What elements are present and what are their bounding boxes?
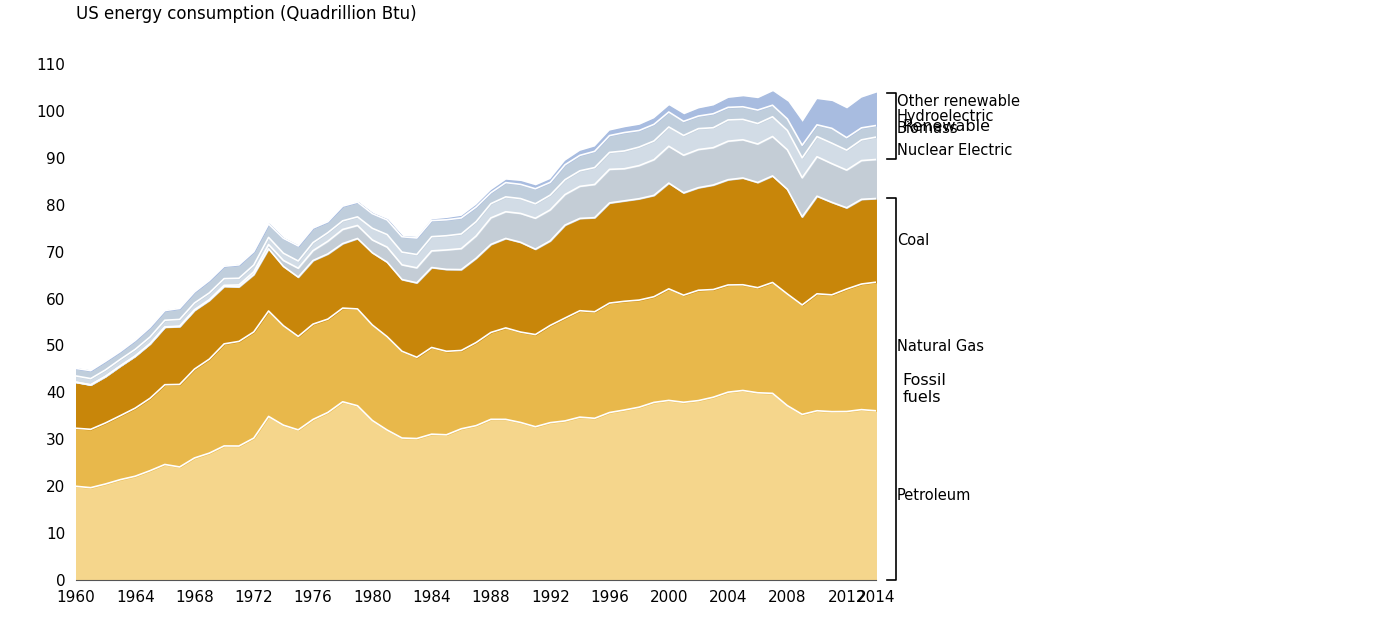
Text: Petroleum: Petroleum — [897, 488, 972, 503]
Text: Other renewable: Other renewable — [897, 94, 1020, 109]
Text: Hydroelectric: Hydroelectric — [897, 109, 995, 124]
Text: Nuclear Electric: Nuclear Electric — [897, 143, 1013, 158]
Text: Biomass: Biomass — [897, 120, 959, 136]
Text: Fossil
fuels: Fossil fuels — [903, 373, 947, 405]
Text: Renewable: Renewable — [903, 118, 991, 134]
Text: Coal: Coal — [897, 233, 929, 248]
Text: Natural Gas: Natural Gas — [897, 339, 984, 354]
Text: US energy consumption (Quadrillion Btu): US energy consumption (Quadrillion Btu) — [76, 5, 417, 23]
